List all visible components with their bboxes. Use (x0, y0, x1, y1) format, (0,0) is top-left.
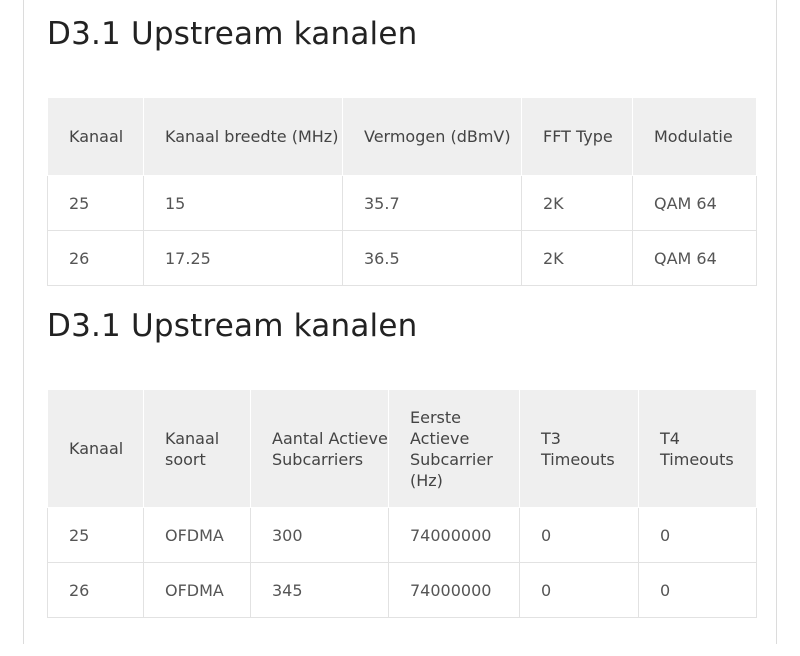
cell-aantal-actieve-subcarriers: 345 (250, 562, 389, 618)
column-header-kanaal-breedte: Kanaal breedte (MHz) (143, 98, 343, 176)
cell-kanaal-soort: OFDMA (143, 562, 251, 618)
cell-t4-timeouts: 0 (638, 507, 757, 563)
table-header-row: Kanaal Kanaal soort Aantal Actieve Subca… (47, 390, 757, 508)
cell-fft-type: 2K (521, 175, 633, 231)
cell-kanaal: 25 (47, 175, 144, 231)
cell-fft-type: 2K (521, 230, 633, 286)
table-row: 25 OFDMA 300 74000000 0 0 (47, 507, 757, 563)
column-header-kanaal-soort: Kanaal soort (143, 390, 251, 508)
column-header-vermogen: Vermogen (dBmV) (342, 98, 522, 176)
column-header-kanaal: Kanaal (47, 390, 144, 508)
cell-t3-timeouts: 0 (519, 507, 639, 563)
table-header-row: Kanaal Kanaal breedte (MHz) Vermogen (dB… (47, 98, 757, 176)
cell-t3-timeouts: 0 (519, 562, 639, 618)
cell-kanaal: 26 (47, 562, 144, 618)
cell-vermogen: 36.5 (342, 230, 522, 286)
cell-modulatie: QAM 64 (632, 175, 757, 231)
cell-vermogen: 35.7 (342, 175, 522, 231)
cell-kanaal: 25 (47, 507, 144, 563)
cell-aantal-actieve-subcarriers: 300 (250, 507, 389, 563)
column-header-modulatie: Modulatie (632, 98, 757, 176)
content-panel (23, 0, 777, 644)
column-header-kanaal: Kanaal (47, 98, 144, 176)
cell-eerste-actieve-subcarrier: 74000000 (388, 562, 520, 618)
cell-kanaal-breedte: 15 (143, 175, 343, 231)
cell-modulatie: QAM 64 (632, 230, 757, 286)
cell-kanaal: 26 (47, 230, 144, 286)
cell-t4-timeouts: 0 (638, 562, 757, 618)
column-header-eerste-actieve-subcarrier: Eerste Actieve Subcarrier (Hz) (388, 390, 520, 508)
column-header-fft-type: FFT Type (521, 98, 633, 176)
section-title-upstream-ofdma-channels: D3.1 Upstream kanalen (47, 308, 418, 344)
cell-kanaal-soort: OFDMA (143, 507, 251, 563)
cell-eerste-actieve-subcarrier: 74000000 (388, 507, 520, 563)
column-header-aantal-actieve-subcarriers: Aantal Actieve Subcarriers (250, 390, 389, 508)
column-header-t4-timeouts: T4 Timeouts (638, 390, 757, 508)
table-row: 25 15 35.7 2K QAM 64 (47, 175, 757, 231)
table-row: 26 OFDMA 345 74000000 0 0 (47, 562, 757, 618)
table-row: 26 17.25 36.5 2K QAM 64 (47, 230, 757, 286)
section-title-upstream-channels: D3.1 Upstream kanalen (47, 16, 418, 52)
upstream-channels-table: Kanaal Kanaal breedte (MHz) Vermogen (dB… (47, 98, 757, 286)
cell-kanaal-breedte: 17.25 (143, 230, 343, 286)
column-header-t3-timeouts: T3 Timeouts (519, 390, 639, 508)
upstream-ofdma-channels-table: Kanaal Kanaal soort Aantal Actieve Subca… (47, 390, 757, 618)
